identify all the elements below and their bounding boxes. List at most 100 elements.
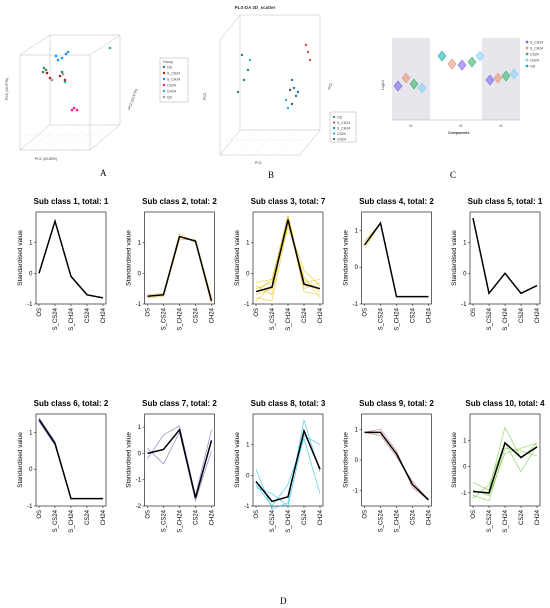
member-line	[255, 221, 321, 296]
panel-c-legend: S_CS24 S_CH24 CS24 CH24 OS	[525, 40, 543, 68]
y-axis-label: Standardised value	[126, 432, 133, 488]
panel-b-x-axis-label: PC1	[255, 161, 262, 165]
panel-c-point	[475, 50, 485, 62]
y-axis-label: Standardised value	[451, 230, 458, 286]
x-tick-label: S_CS24	[53, 509, 59, 532]
x-tick-label: OS	[146, 510, 152, 519]
panel-a-legend-entry: S_CH24	[167, 77, 180, 81]
panel-label-a: A	[100, 168, 107, 178]
x-tick-label: CH24	[210, 307, 216, 323]
member-line	[147, 232, 212, 305]
panel-a-point	[50, 78, 54, 82]
panel-c-legend-entry: CS24	[530, 52, 539, 56]
panel-c-point	[447, 58, 457, 70]
y-axis-label: Standardised value	[17, 230, 24, 286]
y-axis-label: Standardised value	[234, 432, 241, 488]
panel-c-legend-marker	[525, 52, 529, 56]
member-line	[255, 222, 321, 302]
mean-line	[363, 221, 429, 298]
x-tick-label: CS24	[302, 307, 308, 323]
x-tick-label: OS	[254, 510, 260, 519]
x-tick-label: CH24	[535, 307, 541, 323]
subplot-title: Sub class 2, total: 2	[142, 197, 217, 206]
panel-b-point	[306, 50, 310, 54]
panel-c-points	[393, 50, 519, 94]
mean-line	[38, 218, 104, 299]
x-tick-label: OS	[37, 308, 43, 317]
y-axis-label: Standardised value	[343, 230, 350, 286]
member-line	[38, 417, 103, 499]
panel-b-legend-marker	[332, 132, 336, 135]
y-tick-label: -2	[136, 504, 142, 510]
member-line	[364, 222, 429, 297]
panel-a-point	[61, 72, 65, 76]
x-tick-label: OS	[471, 308, 477, 317]
x-tick-label: OS	[146, 308, 152, 317]
member-line	[147, 431, 212, 503]
x-tick-label: S_CH24	[503, 509, 509, 532]
x-tick-label: CH24	[535, 509, 541, 525]
y-tick-label: -1	[136, 302, 142, 308]
panel-label-b: B	[268, 170, 274, 180]
panel-c-legend-marker	[525, 46, 529, 50]
subplot-1: Sub class 1, total: 1 -1 0 1 Standardised va…	[17, 197, 109, 331]
panel-c-point	[417, 82, 427, 94]
subplot-9: Sub class 9, total: 2 -1 0 1 Standardised va…	[343, 399, 435, 533]
y-tick-label: 0	[355, 458, 359, 464]
panel-c-category-label: t2	[460, 124, 463, 128]
member-line	[255, 226, 321, 302]
panel-b-legend-marker	[332, 137, 336, 141]
panel-c-chart: Log10 Components t1 t2 t3 S_CS24 S_CH24 CS24…	[381, 38, 543, 135]
subplot-frame	[35, 211, 107, 305]
x-tick-label: CH24	[318, 307, 324, 323]
subplot-2: Sub class 2, total: 2 -1 0 1 Standardised va…	[126, 197, 218, 331]
y-axis-label: Standardised value	[451, 432, 458, 488]
x-tick-label: CH24	[101, 307, 107, 323]
panel-b-y-axis-label: PC3	[203, 93, 207, 100]
mean-line	[255, 428, 321, 503]
x-tick-label: OS	[37, 510, 43, 519]
member-line	[472, 442, 538, 496]
panel-d-charts: Sub class 1, total: 1 -1 0 1 Standardised va…	[17, 197, 545, 533]
x-tick-label: CS24	[519, 307, 525, 323]
panel-label-c: C	[450, 170, 456, 180]
y-tick-label: -1	[353, 489, 359, 495]
panel-b-point	[290, 102, 294, 106]
x-tick-label: OS	[363, 510, 369, 519]
panel-c-point	[501, 70, 511, 82]
panel-c-legend-entry: S_CS24	[530, 40, 543, 44]
panel-a-legend-marker	[162, 89, 166, 93]
panel-c-legend-marker	[525, 40, 529, 44]
y-tick-label: -1	[27, 504, 33, 510]
panel-c-point	[485, 74, 495, 86]
panel-c-point	[509, 68, 519, 80]
x-tick-label: OS	[363, 308, 369, 317]
mean-line	[147, 428, 213, 499]
subplot-frame	[361, 211, 432, 305]
panel-b-legend-entry: CH24	[337, 137, 346, 141]
subplot-frame	[35, 413, 107, 507]
panel-a-z-axis-label: PC2 (16.47%)	[127, 88, 138, 110]
panel-b-z-axis-label: PC2	[327, 83, 333, 91]
subplot-frame	[469, 211, 541, 305]
panel-b-legend-entry: CS24	[337, 132, 346, 136]
panel-a-legend-entry: QC	[167, 95, 173, 99]
member-line	[472, 442, 538, 499]
panel-b-point	[288, 88, 292, 92]
panel-a-point	[63, 78, 67, 82]
panel-b-points	[236, 43, 312, 110]
y-tick-label: 0	[138, 271, 142, 277]
y-tick-label: 1	[29, 430, 33, 436]
member-line	[147, 425, 212, 496]
panel-a-point	[64, 52, 68, 56]
panel-a-point	[108, 46, 112, 50]
subplot-title: Sub class 1, total: 1	[34, 197, 109, 206]
panel-b-point	[292, 86, 296, 90]
x-tick-label: S_CH24	[395, 509, 401, 532]
member-line	[147, 239, 212, 299]
panel-a-legend-marker	[162, 65, 166, 69]
y-tick-label: -1	[244, 302, 250, 308]
panel-a-point	[56, 58, 60, 62]
x-tick-label: S_CS24	[53, 307, 59, 330]
